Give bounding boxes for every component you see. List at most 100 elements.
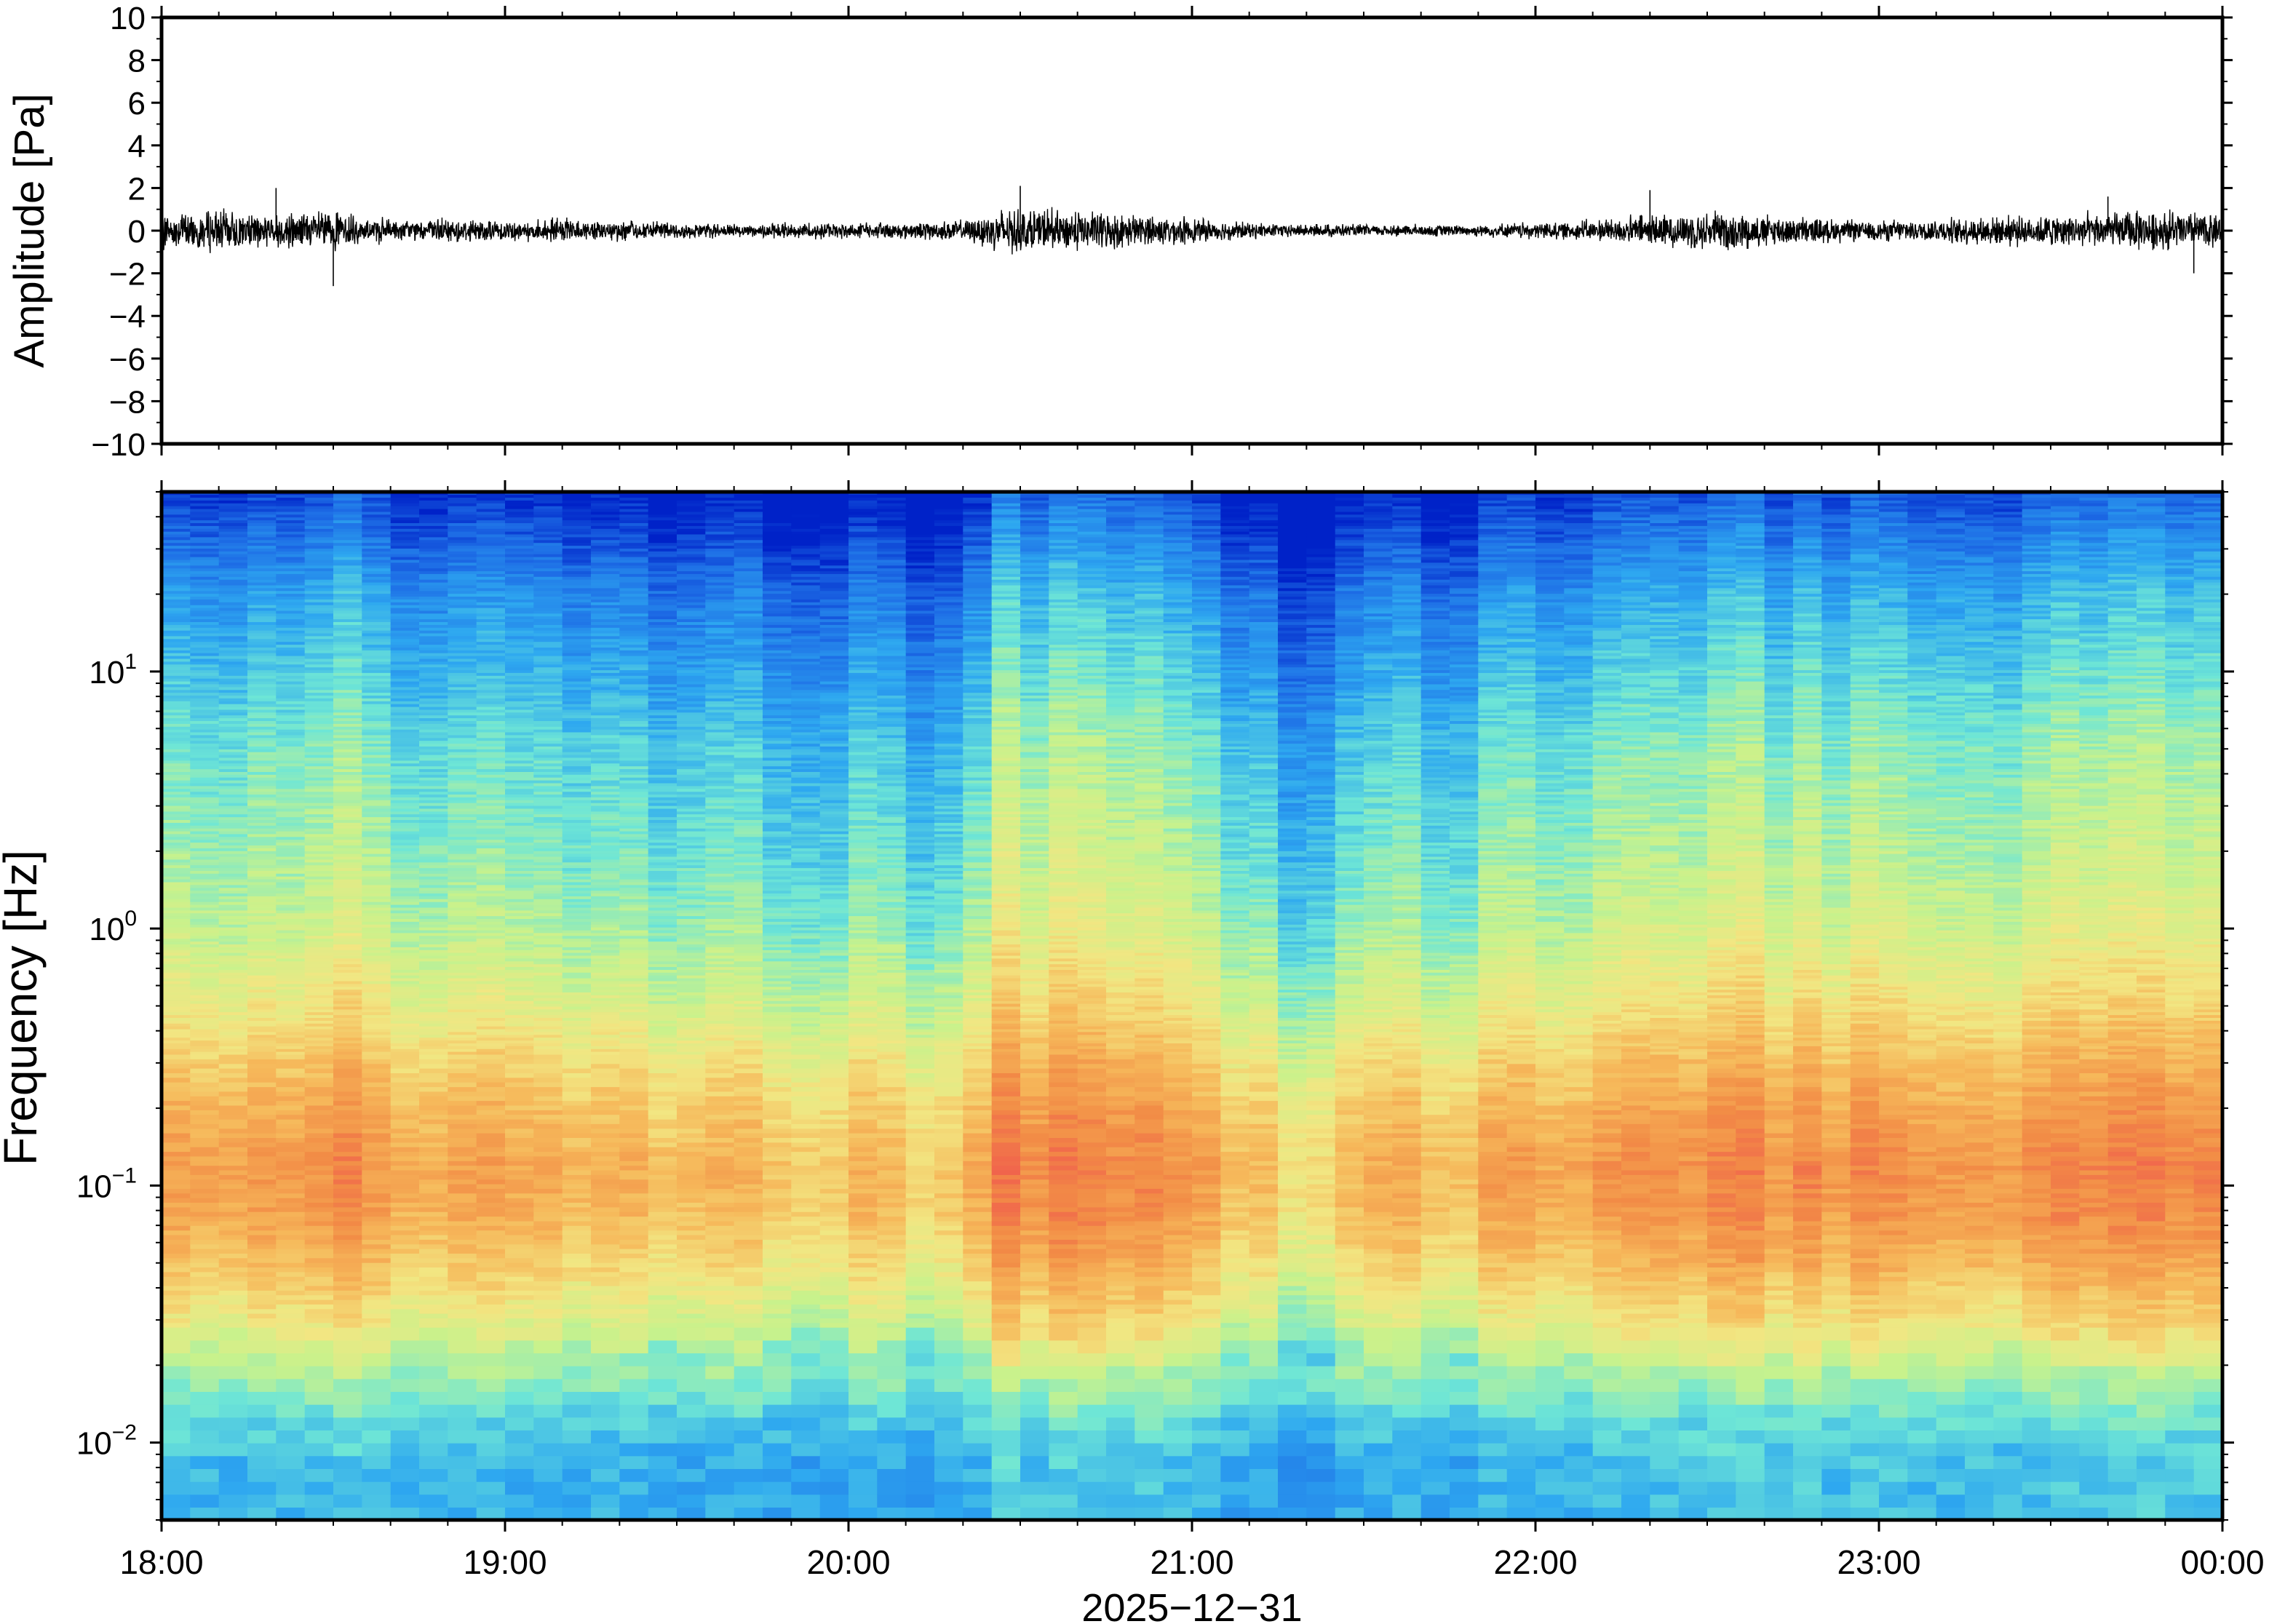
spectrogram-cell [448,602,477,605]
spectrogram-cell [505,830,534,835]
spectrogram-cell [419,980,448,984]
spectrogram-cell [333,851,362,854]
spectrogram-cell [591,653,620,656]
spectrogram-cell [276,760,306,764]
spectrogram-cell [304,726,334,730]
spectrogram-cell [362,1091,392,1096]
spectrogram-cell [533,528,563,532]
spectrogram-cell [476,771,506,775]
spectrogram-cell [562,1028,592,1032]
spectrogram-cell [533,522,563,526]
spectrogram-cell [562,1147,592,1153]
spectrogram-cell [190,650,220,653]
spectrogram-cell [390,632,420,637]
spectrogram-cell [419,797,448,800]
spectrogram-cell [476,729,506,733]
spectrogram-cell [390,618,420,622]
spectrogram-cell [448,720,477,724]
spectrogram-cell [190,664,220,668]
spectrogram-cell [276,1366,306,1380]
spectrogram-cell [648,915,677,919]
spectrogram-cell [419,1281,448,1286]
spectrogram-cell [562,1262,592,1267]
spectrogram-cell [362,935,392,939]
spectrogram-cell [505,1239,534,1245]
spectrogram-cell [476,533,506,538]
spectrogram-cell [333,1494,362,1508]
spectrogram-cell [562,1110,592,1115]
spectrogram-cell [562,672,592,676]
spectrogram-cell [505,1285,534,1291]
spectrogram-cell [190,822,220,826]
spectrogram-cell [218,1128,248,1134]
spectrogram-cell [247,1507,277,1520]
spectrogram-cell [562,1020,592,1024]
spectrogram-cell [390,879,420,883]
spectrogram-cell [619,1017,649,1021]
spectrogram-cell [247,1040,277,1043]
spectrogram-cell [562,1043,592,1046]
spectrogram-cell [619,1054,649,1059]
spectrogram-cell [648,1308,677,1314]
spectrogram-cell [362,1096,392,1102]
spectrogram-cell [562,1137,592,1143]
spectrogram-cell [190,1059,220,1064]
spectrogram-cell [333,511,362,515]
spectrogram-cell [304,573,334,577]
spectrogram-cell [304,664,334,668]
spectrogram-cell [247,726,277,730]
spectrogram-cell [247,825,277,829]
spectrogram-cell [619,771,649,775]
spectrogram-cell [362,678,392,682]
spectrogram-cell [505,1234,534,1240]
spectrogram-cell [448,836,477,840]
spectrogram-cell [390,701,420,704]
spectrogram-cell [476,901,506,905]
spectrogram-cell [218,1100,248,1106]
spectrogram-cell [448,737,477,741]
spectrogram-cell [162,701,191,704]
spectrogram-cell [362,856,392,860]
spectrogram-cell [390,904,420,908]
spectrogram-cell [505,602,534,605]
spectrogram-cell [390,1026,420,1030]
spectrogram-cell [333,520,362,523]
spectrogram-cell [476,1000,506,1004]
spectrogram-cell [304,1193,334,1198]
spectrogram-cell [419,720,448,724]
spectrogram-cell [648,845,677,848]
spectrogram-cell [190,881,220,885]
spectrogram-cell [505,1023,534,1027]
spectrogram-cell [304,1257,334,1263]
spectrogram-cell [619,1077,649,1083]
spectrogram-cell [218,755,248,758]
spectrogram-cell [218,1313,248,1318]
spectrogram-cell [333,650,362,653]
spectrogram-cell [619,791,649,795]
spectrogram-cell [362,1011,392,1016]
spectrogram-cell [562,1128,592,1134]
spectrogram-cell [562,1206,592,1212]
spectrogram-cell [591,1051,620,1055]
spectrogram-cell [562,771,592,775]
spectrogram-cell [476,593,506,597]
spectrogram-cell [505,1000,534,1004]
spectrogram-cell [476,1072,506,1078]
spectrogram-cell [362,1031,392,1035]
spectrogram-cell [218,743,248,747]
spectrogram-cell [419,1481,448,1495]
spectrogram-cell [619,884,649,888]
spectrogram-cell [333,760,362,764]
spectrogram-cell [591,805,620,809]
spectrogram-cell [390,666,420,671]
spectrogram-cell [505,870,534,874]
spectrogram-cell [505,927,534,931]
spectrogram-cell [247,1230,277,1235]
spectrogram-cell [333,921,362,925]
spectrogram-cell [333,638,362,642]
spectrogram-cell [619,978,649,982]
spectrogram-cell [362,1068,392,1073]
spectrogram-cell [190,1193,220,1198]
spectrogram-cell [304,621,334,625]
spectrogram-cell [247,1114,277,1120]
